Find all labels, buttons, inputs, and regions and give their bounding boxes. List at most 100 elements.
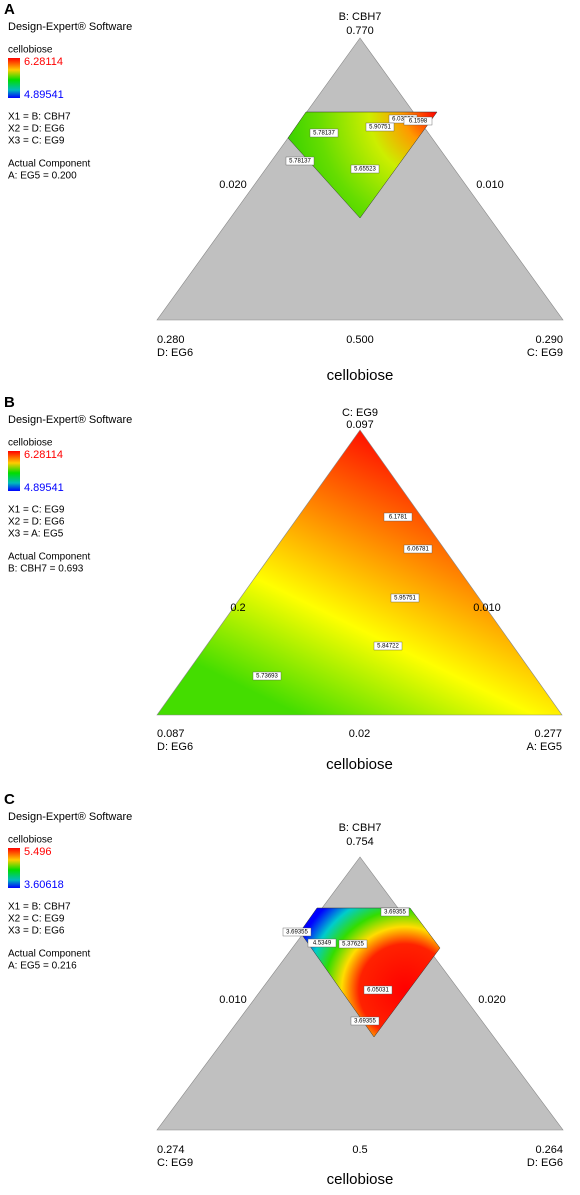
left-vertex-value: 0.280 — [157, 334, 185, 346]
contour-label: 6.05031 — [367, 988, 389, 994]
variable-label: X1 = B: CBH7 — [8, 112, 71, 123]
contour-label-box — [309, 128, 339, 138]
right-side-value: 0.010 — [473, 602, 501, 614]
actual-component: B: CBH7 = 0.693 — [8, 564, 84, 575]
right-vertex-name: D: EG6 — [527, 1157, 563, 1169]
contour-label-box — [282, 927, 312, 937]
legend-min: 4.89541 — [24, 482, 64, 494]
top-vertex-name: C: EG9 — [342, 407, 378, 419]
contour-label-box — [307, 938, 337, 948]
actual-component-title: Actual Component — [8, 552, 90, 563]
bottom-value: 0.02 — [349, 728, 370, 740]
actual-component: A: EG5 = 0.200 — [8, 171, 77, 182]
software-label: Design-Expert® Software — [8, 811, 132, 823]
x-axis-label: cellobiose — [327, 1171, 394, 1188]
contour-label: 5.84722 — [377, 644, 399, 650]
contour-label: 3.69355 — [384, 910, 406, 916]
left-side-value: 0.2 — [230, 602, 245, 614]
right-side-value: 0.010 — [476, 179, 504, 191]
left-side-value: 0.010 — [219, 994, 247, 1006]
contour-label: 3.69355 — [286, 930, 308, 936]
contour-label-box — [403, 116, 433, 126]
legend-title: cellobiose — [8, 45, 53, 56]
contour-label: 5.90751 — [369, 125, 391, 131]
left-vertex-value: 0.274 — [157, 1144, 185, 1156]
legend-max: 6.28114 — [24, 56, 63, 68]
contour-label-box — [365, 122, 395, 132]
variable-label: X3 = D: EG6 — [8, 926, 65, 937]
actual-component: A: EG5 = 0.216 — [8, 961, 77, 972]
contour-label-box — [373, 641, 403, 651]
x-axis-label: cellobiose — [326, 756, 393, 773]
bottom-value: 0.500 — [346, 334, 374, 346]
software-label: Design-Expert® Software — [8, 414, 132, 426]
actual-component-title: Actual Component — [8, 949, 90, 960]
contour-label: 6.1781 — [389, 515, 408, 521]
right-vertex-name: C: EG9 — [527, 347, 563, 359]
left-side-value: 0.020 — [219, 179, 247, 191]
legend-title: cellobiose — [8, 835, 53, 846]
contour-label: 5.78137 — [289, 159, 311, 165]
legend-max: 5.496 — [24, 846, 52, 858]
left-vertex-value: 0.087 — [157, 728, 185, 740]
right-vertex-value: 0.290 — [535, 334, 563, 346]
panel-letter: B — [4, 394, 15, 411]
contour-label: 5.95751 — [394, 596, 416, 602]
top-vertex-name: B: CBH7 — [339, 822, 382, 834]
right-vertex-value: 0.264 — [535, 1144, 563, 1156]
panel-letter: C — [4, 791, 15, 808]
contour-label-box — [383, 512, 413, 522]
x-axis-label: cellobiose — [327, 367, 394, 384]
contour-label-box — [390, 593, 420, 603]
right-vertex-value: 0.277 — [534, 728, 562, 740]
simplex — [156, 429, 563, 716]
contour-label: 4.5349 — [313, 941, 332, 947]
variable-label: X3 = A: EG5 — [8, 529, 64, 540]
contour-label-box — [338, 939, 368, 949]
color-legend — [8, 848, 20, 888]
legend-min: 3.60618 — [24, 879, 64, 891]
legend-title: cellobiose — [8, 438, 53, 449]
contour-label: 6.03366 — [392, 117, 414, 123]
top-vertex-value: 0.754 — [346, 836, 374, 848]
legend-min: 4.89541 — [24, 89, 64, 101]
software-label: Design-Expert® Software — [8, 21, 132, 33]
contour-label-box — [285, 156, 315, 166]
contour-label: 5.65523 — [354, 167, 376, 173]
right-side-value: 0.020 — [478, 994, 506, 1006]
top-vertex-name: B: CBH7 — [339, 11, 382, 23]
color-legend — [8, 451, 20, 491]
right-vertex-name: A: EG5 — [527, 741, 562, 753]
variable-label: X1 = B: CBH7 — [8, 902, 71, 913]
actual-component-title: Actual Component — [8, 159, 90, 170]
variable-label: X2 = D: EG6 — [8, 124, 65, 135]
contour-label: 6.06781 — [407, 547, 429, 553]
panel-letter: A — [4, 1, 15, 18]
contour-label-box — [350, 164, 380, 174]
contour-label: 5.78137 — [313, 131, 335, 137]
contour-label-box — [252, 671, 282, 681]
left-vertex-name: C: EG9 — [157, 1157, 193, 1169]
contour-label: 5.73693 — [256, 674, 278, 680]
contour-label-box — [363, 985, 393, 995]
contour-label: 5.37625 — [342, 942, 364, 948]
variable-label: X3 = C: EG9 — [8, 136, 65, 147]
legend-max: 6.28114 — [24, 449, 63, 461]
variable-label: X2 = D: EG6 — [8, 517, 65, 528]
contour-label-box — [350, 1016, 380, 1026]
contour-label-box — [380, 907, 410, 917]
color-legend — [8, 58, 20, 98]
top-vertex-value: 0.097 — [346, 419, 374, 431]
left-vertex-name: D: EG6 — [157, 347, 193, 359]
contour-label: 6.1598 — [409, 119, 428, 125]
top-vertex-value: 0.770 — [346, 25, 374, 37]
left-vertex-name: D: EG6 — [157, 741, 193, 753]
bottom-value: 0.5 — [352, 1144, 367, 1156]
contour-label: 3.69355 — [354, 1019, 376, 1025]
variable-label: X1 = C: EG9 — [8, 505, 65, 516]
contour-label-box — [403, 544, 433, 554]
variable-label: X2 = C: EG9 — [8, 914, 65, 925]
